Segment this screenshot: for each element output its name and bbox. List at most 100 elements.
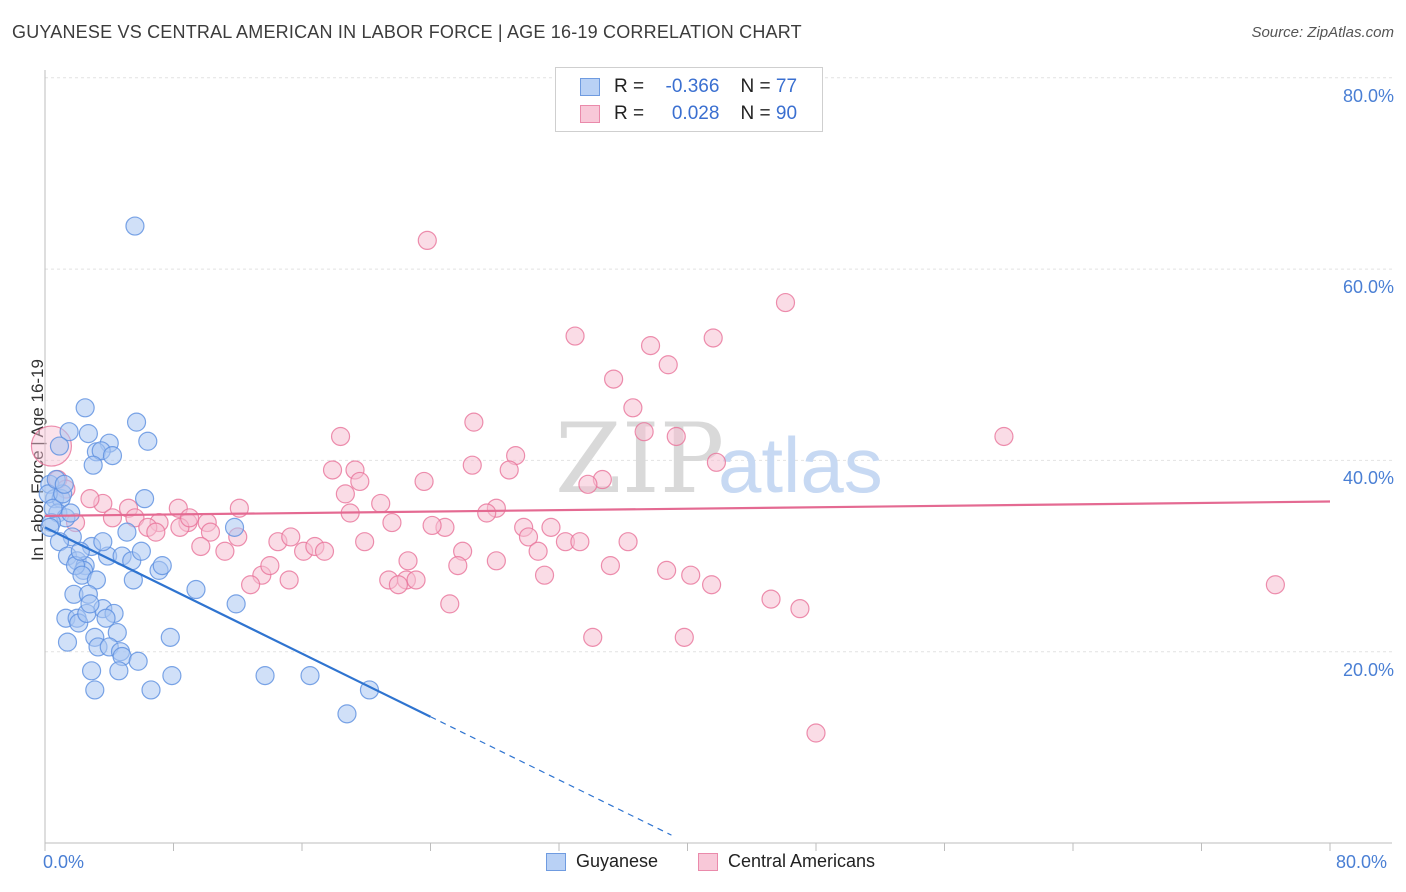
watermark-zip: ZIP xyxy=(555,403,724,515)
guyanese-point xyxy=(102,446,123,466)
central-american-point xyxy=(640,336,661,356)
gridlines xyxy=(45,77,1392,653)
central-american-point xyxy=(382,512,402,533)
central-american-point xyxy=(215,541,235,561)
central-american-point xyxy=(200,522,221,542)
guyanese-point xyxy=(96,608,116,628)
legend-n-value: 77 xyxy=(775,76,798,97)
axes xyxy=(44,70,1392,851)
central-american-point xyxy=(775,292,796,313)
legend-n-label: N = xyxy=(740,76,771,97)
guyanese-point xyxy=(57,632,78,652)
guyanese-point xyxy=(255,666,275,686)
x-tick-min: 0.0% xyxy=(43,852,85,872)
guyanese-point xyxy=(107,622,127,643)
watermark: ZIP atlas xyxy=(555,403,883,515)
bottom-legend-guyanese: Guyanese xyxy=(546,851,658,872)
central-american-point xyxy=(191,536,211,557)
central-american-point xyxy=(499,460,519,480)
guyanese-point xyxy=(300,666,320,686)
guyanese-point xyxy=(86,570,107,590)
guyanese-point xyxy=(93,532,113,552)
central-american-point xyxy=(371,493,391,514)
y-tick-60: 60.0% xyxy=(1342,277,1394,297)
central-american-point xyxy=(541,517,561,537)
guyanese-point xyxy=(134,489,155,509)
guyanese-point xyxy=(109,661,129,681)
central-american-points xyxy=(30,230,1285,743)
guyanese-point xyxy=(337,704,357,724)
central-american-point xyxy=(322,460,343,480)
watermark-atlas: atlas xyxy=(718,421,883,509)
central-american-point xyxy=(701,575,722,595)
central-american-point xyxy=(623,398,643,418)
x-tick-max: 80.0% xyxy=(1336,852,1388,872)
central-legend-swatch xyxy=(698,852,718,871)
source-credit: Source: ZipAtlas.com xyxy=(1251,24,1394,41)
guyanese-point xyxy=(78,424,98,444)
guyanese-swatch xyxy=(580,78,600,96)
central-american-point xyxy=(1265,575,1285,595)
central-american-point xyxy=(260,556,280,576)
legend-r-value: 0.028 xyxy=(671,103,720,124)
chart-title: GUYANESE VS CENTRAL AMERICAN IN LABOR FO… xyxy=(12,22,802,42)
stats-legend: R = -0.366 N = 77 R = 0.028 N = 90 xyxy=(555,67,823,132)
y-tick-40: 40.0% xyxy=(1342,468,1394,488)
central-american-point xyxy=(146,522,166,542)
central-american-point xyxy=(440,594,460,614)
guyanese-point xyxy=(224,517,245,537)
central-american-point xyxy=(462,455,482,475)
legend-r-label: R = xyxy=(614,76,645,97)
guyanese-point xyxy=(54,474,74,494)
central-american-point xyxy=(604,369,624,389)
trend-lines xyxy=(44,500,1331,836)
central-american-point xyxy=(583,627,603,647)
guyanese-point xyxy=(138,431,158,451)
central-american-point xyxy=(486,551,506,571)
guyanese-point xyxy=(128,651,148,671)
legend-r-value: -0.366 xyxy=(665,76,720,97)
guyanese-point xyxy=(80,594,100,614)
central-american-point xyxy=(761,589,781,609)
legend-row-central: R = 0.028 N = 90 xyxy=(580,101,797,127)
central-american-point xyxy=(565,326,585,346)
guyanese-point xyxy=(75,398,95,418)
central-american-point xyxy=(703,328,723,348)
central-american-point xyxy=(422,515,442,536)
guyanese-point xyxy=(83,455,103,475)
legend-row-guyanese: R = -0.366 N = 77 xyxy=(580,74,797,100)
central-american-point xyxy=(477,503,497,523)
central-american-point xyxy=(388,575,408,595)
guyanese-point xyxy=(162,666,182,686)
guyanese-point xyxy=(141,680,161,700)
guyanese-point xyxy=(49,436,70,456)
central-american-point xyxy=(350,471,370,492)
central-american-point xyxy=(518,527,539,547)
guyanese-trend-line xyxy=(44,526,431,718)
central-american-point xyxy=(806,723,826,743)
guyanese-point xyxy=(59,422,79,442)
y-tick-80: 80.0% xyxy=(1342,86,1394,106)
guyanese-point xyxy=(131,541,151,561)
central-american-point xyxy=(790,599,810,619)
central-american-point xyxy=(355,532,375,552)
central-american-point xyxy=(578,474,598,494)
guyanese-trend-extension xyxy=(430,716,672,836)
central-american-point xyxy=(994,426,1014,447)
guyanese-point xyxy=(61,503,81,523)
legend-r-label: R = xyxy=(614,103,645,124)
central-american-point xyxy=(528,541,548,561)
central-american-point xyxy=(398,551,418,571)
guyanese-point xyxy=(126,412,147,432)
central-american-point xyxy=(658,355,678,375)
y-tick-20: 20.0% xyxy=(1342,660,1394,680)
legend-n-value: 90 xyxy=(775,103,798,124)
central-american-point xyxy=(241,575,261,595)
central-american-point xyxy=(330,426,351,447)
central-american-point xyxy=(281,527,301,547)
central-american-point xyxy=(657,560,677,580)
central-american-point xyxy=(681,565,701,585)
guyanese-legend-label: Guyanese xyxy=(576,851,659,871)
guyanese-point xyxy=(152,556,172,576)
